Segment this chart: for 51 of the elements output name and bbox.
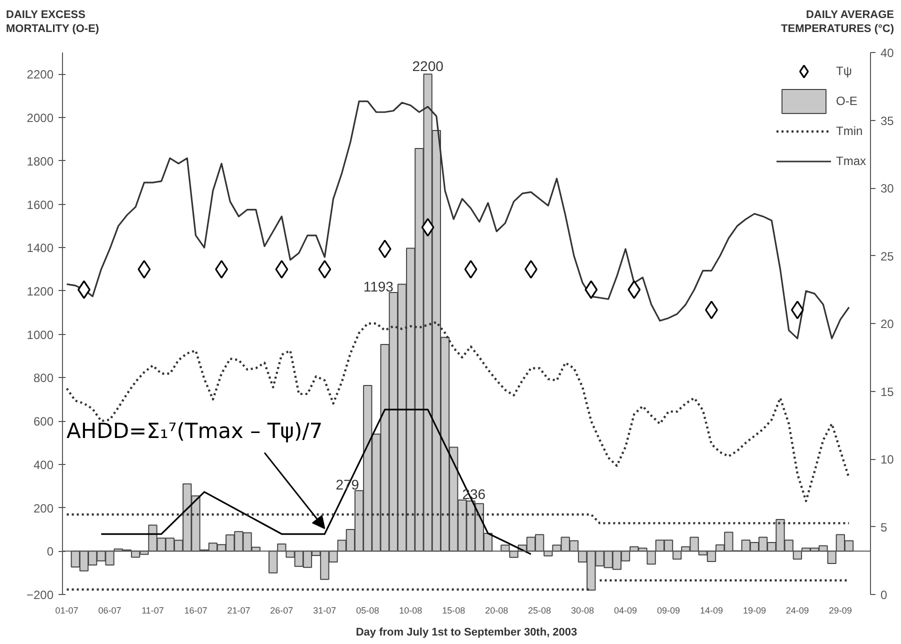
x-tick-label: 05-08 xyxy=(356,606,380,616)
y-tick-label: 800 xyxy=(33,371,54,386)
x-tick-label: 01-07 xyxy=(55,606,78,616)
y-tick-label: 1800 xyxy=(26,154,54,168)
legend-label: Tmin xyxy=(836,124,863,138)
x-axis-title: Day from July 1st to September 30th, 2003 xyxy=(356,626,578,638)
y2-tick-label: 35 xyxy=(880,114,894,128)
legend-label: O-E xyxy=(836,94,858,108)
y-tick-label: 2200 xyxy=(26,68,54,82)
y2-tick-label: 40 xyxy=(880,46,894,60)
x-tick-label: 15-08 xyxy=(442,606,466,616)
x-tick-label: 09-09 xyxy=(656,606,680,616)
y-tick-label: 1200 xyxy=(26,284,54,298)
data-label: 1193 xyxy=(363,278,394,294)
x-tick-label: 16-07 xyxy=(184,606,208,616)
x-tick-label: 26-07 xyxy=(270,606,294,616)
y-tick-label: 400 xyxy=(33,458,54,472)
legend-label: Tmax xyxy=(836,154,866,168)
y2-tick-label: 25 xyxy=(880,249,894,264)
y-tick-label: 1400 xyxy=(26,241,54,256)
y2-tick-label: 5 xyxy=(880,520,888,534)
x-tick-label: 19-09 xyxy=(742,606,766,616)
x-tick-label: 14-09 xyxy=(700,606,723,616)
y2-tick-label: 20 xyxy=(880,317,894,331)
y2-tick-label: 10 xyxy=(880,452,894,466)
x-tick-label: 11-07 xyxy=(142,606,164,616)
y-tick-label: 0 xyxy=(46,544,54,559)
x-tick-label: 04-09 xyxy=(614,606,638,616)
legend-label: Tψ xyxy=(836,64,853,78)
x-tick-label: 31-07 xyxy=(313,606,336,616)
x-tick-label: 24-09 xyxy=(786,606,809,616)
y-tick-label: 1000 xyxy=(26,328,54,342)
y-tick-label: 200 xyxy=(33,501,54,516)
y2-tick-label: 15 xyxy=(880,384,894,399)
y-tick-label: 2000 xyxy=(26,111,54,126)
y-tick-label: −200 xyxy=(26,588,54,602)
y-tick-label: 600 xyxy=(33,414,54,429)
y2-axis-title: DAILY AVERAGE TEMPERATURES (°C) xyxy=(781,8,894,37)
x-tick-label: 20-08 xyxy=(485,606,508,616)
x-tick-label: 25-08 xyxy=(528,606,552,616)
data-label: 2200 xyxy=(412,58,444,74)
x-tick-label: 06-07 xyxy=(98,606,122,616)
y2-tick-label: 0 xyxy=(880,588,888,602)
y2-tick-label: 30 xyxy=(880,182,894,196)
annotation: AHDD=Σ₁⁷(Tmax – Tψ)/7 xyxy=(66,419,323,444)
x-tick-label: 29-09 xyxy=(828,606,852,616)
x-tick-label: 30-08 xyxy=(571,606,594,616)
y-axis-title: DAILY EXCESS MORTALITY (O-E) xyxy=(6,8,100,37)
x-tick-label: 21-07 xyxy=(227,606,250,616)
y-tick-label: 1600 xyxy=(26,198,54,212)
x-tick-label: 10-08 xyxy=(399,606,422,616)
